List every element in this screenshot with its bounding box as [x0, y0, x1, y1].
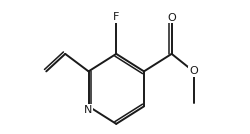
Text: F: F	[113, 12, 119, 22]
Text: O: O	[189, 66, 198, 76]
Text: N: N	[84, 105, 93, 115]
Text: O: O	[167, 13, 176, 23]
